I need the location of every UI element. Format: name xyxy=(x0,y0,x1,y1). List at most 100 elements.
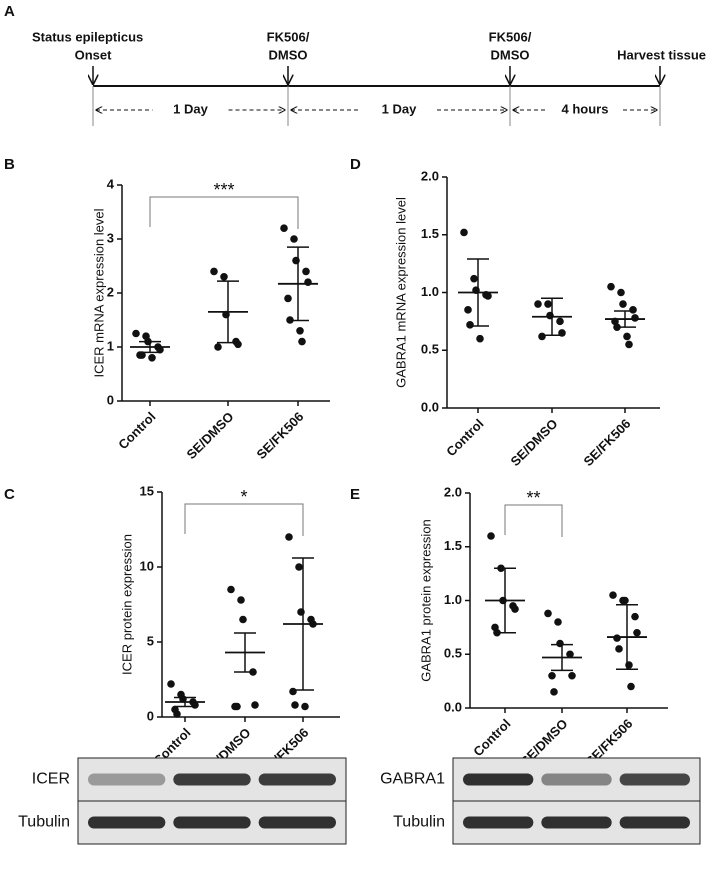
x-tick-label: Control xyxy=(115,409,158,452)
y-axis-label: GABRA1 protein expression xyxy=(418,519,433,682)
y-tick-label: 2 xyxy=(107,284,114,299)
blot-band xyxy=(541,816,612,829)
event-label: Status epilepticus xyxy=(32,29,143,44)
x-tick-label: SE/FK506 xyxy=(254,409,307,462)
event-label: DMSO xyxy=(269,47,308,62)
blot-band xyxy=(463,773,534,786)
y-axis-label: ICER mRNA expression level xyxy=(91,208,106,377)
interval-label: 1 Day xyxy=(173,101,208,116)
y-tick-label: 0.5 xyxy=(421,342,439,357)
data-point xyxy=(623,332,631,341)
y-tick-label: 5 xyxy=(147,633,154,648)
y-tick-label: 10 xyxy=(140,558,154,573)
event-label: FK506/ xyxy=(489,29,532,44)
event-label: DMSO xyxy=(491,47,530,62)
blot-band xyxy=(463,816,534,829)
data-point xyxy=(568,671,576,680)
data-point xyxy=(138,351,146,359)
data-point xyxy=(280,224,288,232)
data-point xyxy=(544,300,552,308)
data-point xyxy=(470,274,478,283)
data-point xyxy=(629,306,637,314)
interval-label: 4 hours xyxy=(562,101,609,116)
y-tick-label: 3 xyxy=(107,230,114,245)
data-point xyxy=(484,292,492,300)
interval-label: 1 Day xyxy=(382,101,417,116)
blot-band xyxy=(258,816,336,829)
y-tick-label: 0.0 xyxy=(421,399,439,414)
data-point xyxy=(615,645,623,653)
blot-band xyxy=(258,773,336,786)
y-tick-label: 0.5 xyxy=(444,646,462,661)
data-point xyxy=(625,340,633,349)
y-tick-label: 15 xyxy=(140,483,154,498)
data-point xyxy=(290,235,298,243)
significance-label: * xyxy=(240,487,247,507)
x-tick-label: SE/DMSO xyxy=(508,416,561,469)
panel-label: E xyxy=(350,486,360,503)
data-point xyxy=(487,532,495,540)
y-tick-label: 1.5 xyxy=(444,538,462,553)
y-tick-label: 0.0 xyxy=(444,699,462,714)
data-point xyxy=(511,605,519,613)
data-point xyxy=(167,680,175,688)
panel-label: C xyxy=(4,486,15,503)
data-point xyxy=(621,596,629,605)
y-tick-label: 1.0 xyxy=(421,284,439,299)
data-point xyxy=(296,327,304,335)
blot-band xyxy=(173,773,251,786)
y-tick-label: 1.5 xyxy=(421,226,439,241)
data-point xyxy=(234,340,242,349)
blot-label: ICER xyxy=(32,771,70,788)
data-point xyxy=(284,294,292,303)
data-point xyxy=(476,334,484,343)
data-point xyxy=(210,267,218,276)
data-point xyxy=(460,228,468,237)
blot-label: Tubulin xyxy=(18,814,70,831)
blot-band xyxy=(88,816,166,829)
data-point xyxy=(631,314,639,322)
event-label: FK506/ xyxy=(267,29,310,44)
significance-label: ** xyxy=(526,488,540,508)
y-tick-label: 2.0 xyxy=(421,168,439,183)
data-point xyxy=(548,671,556,680)
data-point xyxy=(550,688,558,696)
panel-label: A xyxy=(4,3,15,20)
y-tick-label: 0 xyxy=(147,708,154,723)
data-point xyxy=(538,332,546,341)
data-point xyxy=(627,682,635,691)
y-tick-label: 1.0 xyxy=(444,592,462,607)
blot-band xyxy=(173,816,251,829)
data-point xyxy=(302,267,310,276)
y-tick-label: 2.0 xyxy=(444,484,462,499)
panel-label: D xyxy=(350,156,361,173)
data-point xyxy=(301,702,309,711)
blot-label: GABRA1 xyxy=(380,771,445,788)
data-point xyxy=(544,609,552,618)
data-point xyxy=(251,701,259,709)
data-point xyxy=(239,615,247,624)
event-label: Onset xyxy=(75,47,113,62)
data-point xyxy=(237,596,245,604)
data-point xyxy=(609,591,617,599)
data-point xyxy=(619,300,627,308)
data-point xyxy=(173,710,181,718)
data-point xyxy=(148,354,156,362)
data-point xyxy=(289,687,297,696)
data-point xyxy=(220,273,228,281)
data-point xyxy=(613,634,621,642)
panel-label: B xyxy=(4,156,15,173)
y-axis-label: GABRA1 mRNA expression level xyxy=(393,197,408,388)
data-point xyxy=(554,618,562,626)
data-point xyxy=(464,306,472,314)
data-point xyxy=(631,612,639,621)
data-point xyxy=(633,628,641,637)
blot-band xyxy=(88,773,166,786)
data-point xyxy=(227,585,235,594)
data-point xyxy=(304,278,312,287)
y-tick-label: 1 xyxy=(107,338,114,353)
y-axis-label: ICER protein expression xyxy=(119,534,134,675)
data-point xyxy=(233,702,241,711)
data-point xyxy=(285,533,293,541)
